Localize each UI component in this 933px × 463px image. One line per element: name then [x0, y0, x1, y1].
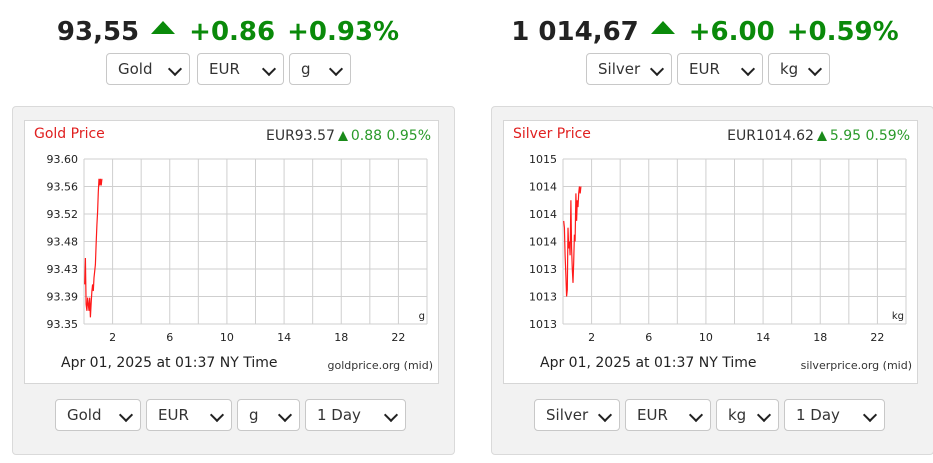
chevron-down-icon — [807, 61, 823, 77]
chevron-down-icon — [118, 407, 134, 423]
y-tick-label: 93.52 — [47, 208, 79, 221]
x-tick-label: 6 — [166, 331, 173, 344]
bottom-weight-unit-select[interactable]: g — [237, 399, 300, 431]
y-tick-label: 1014 — [529, 236, 557, 249]
silver-chart-panel: 1015 1014 1014 1014 1013 1013 1013 2 6 10 14 18 22 kg… — [491, 106, 933, 455]
up-arrow-icon — [151, 21, 176, 34]
currency-select[interactable]: EUR — [677, 53, 763, 85]
up-arrow-icon — [650, 21, 675, 34]
weight-unit-select[interactable]: g — [289, 53, 351, 85]
silver-change-pct: +0.59% — [786, 17, 899, 47]
gold-chart-plot: 93.60 93.56 93.52 93.48 93.43 93.39 93.35 2 6 10 1… — [47, 153, 428, 344]
y-tick-label: 93.35 — [47, 318, 79, 331]
chart-title: Gold Price — [34, 126, 105, 142]
y-tick-label: 93.43 — [47, 263, 79, 276]
chevron-down-icon — [688, 407, 704, 423]
weight-unit-select[interactable]: kg — [768, 53, 830, 85]
chart-title: Silver Price — [513, 126, 591, 142]
y-tick-label: 1013 — [529, 318, 557, 331]
gold-change: +0.86 — [189, 17, 276, 47]
chevron-down-icon — [277, 407, 293, 423]
chevron-down-icon — [649, 61, 665, 77]
metal-select[interactable]: Gold — [106, 53, 190, 85]
gold-chart-panel: 93.60 93.56 93.52 93.48 93.43 93.39 93.35 2 6 10 1… — [12, 106, 455, 455]
chevron-down-icon — [862, 407, 878, 423]
y-tick-label: 93.39 — [47, 291, 79, 304]
up-arrow-icon — [337, 131, 348, 141]
x-tick-label: 2 — [588, 331, 595, 344]
x-tick-label: 6 — [645, 331, 652, 344]
chevron-down-icon — [740, 61, 756, 77]
bottom-metal-select[interactable]: Silver — [534, 399, 620, 431]
bottom-currency-select[interactable]: EUR — [146, 399, 232, 431]
chevron-down-icon — [597, 407, 613, 423]
x-tick-label: 22 — [870, 331, 884, 344]
chart-source: goldprice.org (mid) — [327, 359, 434, 372]
chevron-down-icon — [383, 407, 399, 423]
x-tick-label: 18 — [813, 331, 827, 344]
y-tick-label: 93.60 — [47, 153, 79, 166]
y-tick-label: 1013 — [529, 263, 557, 276]
gold-chart: 93.60 93.56 93.52 93.48 93.43 93.39 93.35 2 6 10 1… — [24, 120, 439, 384]
y-tick-label: 1015 — [529, 153, 557, 166]
bottom-currency-select[interactable]: EUR — [625, 399, 711, 431]
timeframe-select[interactable]: 1 Day — [784, 399, 885, 431]
chevron-down-icon — [209, 407, 225, 423]
chart-quote: EUR93.57 0.88 0.95% — [265, 128, 431, 144]
metal-select[interactable]: Silver — [586, 53, 672, 85]
currency-select[interactable]: EUR — [197, 53, 284, 85]
y-tick-label: 1013 — [529, 291, 557, 304]
y-tick-label: 93.48 — [47, 236, 79, 249]
gold-price-summary: 93,55 +0.86 +0.93% — [0, 14, 456, 50]
silver-price-value: 1 014,67 — [511, 17, 639, 47]
x-tick-label: 18 — [334, 331, 348, 344]
bottom-metal-select[interactable]: Gold — [55, 399, 141, 431]
silver-price-summary: 1 014,67 +6.00 +0.59% — [477, 14, 933, 50]
gold-change-pct: +0.93% — [287, 17, 400, 47]
x-tick-label: 2 — [109, 331, 116, 344]
chart-time-label: Apr 01, 2025 at 01:37 NY Time — [540, 355, 757, 371]
chart-time-label: Apr 01, 2025 at 01:37 NY Time — [61, 355, 278, 371]
x-tick-label: 14 — [277, 331, 291, 344]
chevron-down-icon — [328, 61, 344, 77]
x-tick-label: 22 — [391, 331, 405, 344]
unit-label: g — [419, 311, 425, 322]
chevron-down-icon — [756, 407, 772, 423]
chart-quote: EUR1014.62 5.95 0.59% — [727, 128, 910, 144]
x-tick-label: 10 — [699, 331, 713, 344]
chart-source: silverprice.org (mid) — [800, 359, 912, 372]
x-tick-label: 14 — [756, 331, 770, 344]
unit-label: kg — [892, 311, 904, 322]
up-arrow-icon — [816, 131, 827, 141]
chevron-down-icon — [167, 61, 183, 77]
gold-price-value: 93,55 — [56, 17, 140, 47]
y-tick-label: 93.56 — [47, 181, 79, 194]
price-line — [563, 186, 582, 297]
silver-change: +6.00 — [688, 17, 775, 47]
silver-chart: 1015 1014 1014 1014 1013 1013 1013 2 6 10 14 18 22 kg… — [503, 120, 918, 384]
chevron-down-icon — [261, 61, 277, 77]
timeframe-select[interactable]: 1 Day — [305, 399, 406, 431]
y-tick-label: 1014 — [529, 208, 557, 221]
bottom-weight-unit-select[interactable]: kg — [716, 399, 779, 431]
price-line — [84, 178, 103, 318]
x-tick-label: 10 — [220, 331, 234, 344]
y-tick-label: 1014 — [529, 181, 557, 194]
